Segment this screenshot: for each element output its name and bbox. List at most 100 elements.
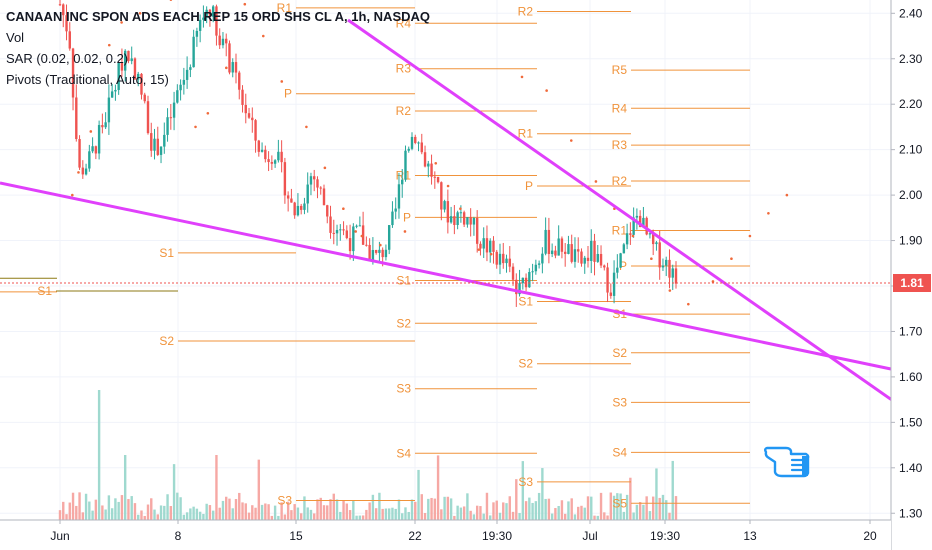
candle-body — [492, 240, 495, 252]
volume-bar — [515, 479, 518, 520]
candle-body — [599, 253, 603, 266]
volume-bar — [502, 502, 505, 520]
volume-bar — [394, 508, 397, 520]
candle-body — [361, 225, 365, 245]
volume-bar — [84, 493, 88, 520]
volume-bar — [306, 507, 309, 520]
volume-bar — [577, 506, 580, 520]
volume-bar — [391, 507, 394, 520]
volume-bar — [436, 455, 440, 520]
candle-body — [71, 48, 75, 98]
candle-body — [260, 149, 264, 152]
candle-body — [290, 198, 293, 203]
candle-body — [62, 4, 65, 16]
volume-bar — [524, 501, 528, 520]
candle-body — [107, 97, 111, 123]
volume-bar — [342, 500, 345, 520]
pivot-level-label: R3 — [396, 62, 412, 76]
volume-bar — [449, 498, 453, 520]
candle-body — [563, 251, 567, 254]
candle-body — [352, 226, 355, 252]
volume-bar — [489, 515, 492, 520]
candle-body — [378, 249, 381, 253]
volume-bar — [264, 503, 267, 520]
volume-bar — [339, 511, 342, 520]
volume-bar — [557, 505, 560, 520]
sar-dot — [342, 207, 345, 211]
price-tick-label: 2.40 — [899, 6, 923, 20]
candle-body — [68, 31, 71, 49]
candle-body — [436, 176, 440, 183]
volume-bar — [355, 515, 358, 520]
volume-bar — [619, 493, 622, 520]
pivot-level-label: R1 — [277, 1, 293, 15]
volume-bar — [156, 514, 159, 520]
volume-bar — [280, 502, 283, 520]
volume-bar — [550, 513, 554, 520]
volume-bar — [205, 503, 208, 520]
lower-trendline — [0, 181, 892, 371]
pivot-level-label: S1 — [396, 274, 411, 288]
candle-body — [674, 268, 678, 284]
price-tick-label: 1.90 — [899, 234, 923, 248]
candle-body — [84, 168, 88, 175]
candle-body — [427, 163, 430, 167]
candle-body — [244, 104, 247, 114]
volume-indicator-label[interactable]: Vol — [6, 30, 25, 45]
volume-bar — [420, 494, 423, 520]
volume-bar — [150, 498, 153, 520]
candle-body — [596, 253, 599, 262]
pivot-level-label: P — [403, 210, 411, 224]
time-tick-label: 19:30 — [482, 529, 512, 543]
candle-body — [655, 242, 658, 245]
volume-bar — [521, 461, 525, 520]
candle-body — [143, 94, 146, 102]
candle-body — [198, 19, 202, 31]
price-tick-label: 2.10 — [899, 143, 923, 157]
volume-bar — [352, 500, 355, 520]
sar-dot — [120, 21, 123, 24]
candle-body — [456, 212, 459, 225]
sar-dot — [668, 289, 672, 292]
trendlines[interactable] — [0, 18, 932, 430]
volume-bar — [469, 510, 472, 520]
sar-dot — [206, 111, 210, 115]
candle-body — [440, 182, 443, 210]
volume-bar — [176, 492, 179, 520]
candle-body — [603, 265, 606, 268]
volume-bar — [665, 500, 668, 520]
pivot-level-label: S1 — [159, 246, 174, 260]
candle-body — [316, 179, 319, 188]
candle-body — [462, 212, 466, 225]
volume-bar — [319, 497, 322, 520]
candle-body — [127, 50, 130, 62]
candle-body — [189, 67, 192, 70]
candle-body — [140, 73, 143, 95]
sar-dot — [225, 66, 228, 70]
volume-bar — [348, 510, 352, 520]
candle-body — [635, 215, 639, 218]
candle-body — [218, 35, 221, 46]
volume-bar — [198, 511, 202, 520]
candle-body — [221, 38, 225, 46]
price-tick-label: 1.70 — [899, 324, 923, 338]
candle-body — [459, 212, 463, 214]
candle-body — [469, 217, 472, 225]
sar-indicator-label[interactable]: SAR (0.02, 0.02, 0.2) — [6, 51, 129, 66]
candle-body — [612, 272, 616, 296]
sar-dot — [71, 193, 74, 197]
pivots-indicator-label[interactable]: Pivots (Traditional, Auto, 15) — [6, 72, 169, 87]
time-axis-background — [0, 520, 891, 550]
sar-dot — [446, 184, 450, 188]
volume-bar — [202, 513, 205, 520]
volume-bar — [466, 493, 469, 520]
chart-title: CANAAN INC SPON ADS EACH REP 15 ORD SHS … — [6, 9, 431, 24]
volume-bar — [456, 505, 459, 520]
volume-bar — [401, 513, 404, 520]
candle-body — [179, 84, 182, 91]
volume-bar — [71, 492, 75, 520]
volume-bar — [462, 506, 466, 520]
pivot-level-label: R4 — [396, 16, 412, 30]
time-axis[interactable]: Jun 8 15 22 19:30 Jul 19:30 13 20 — [0, 519, 891, 550]
